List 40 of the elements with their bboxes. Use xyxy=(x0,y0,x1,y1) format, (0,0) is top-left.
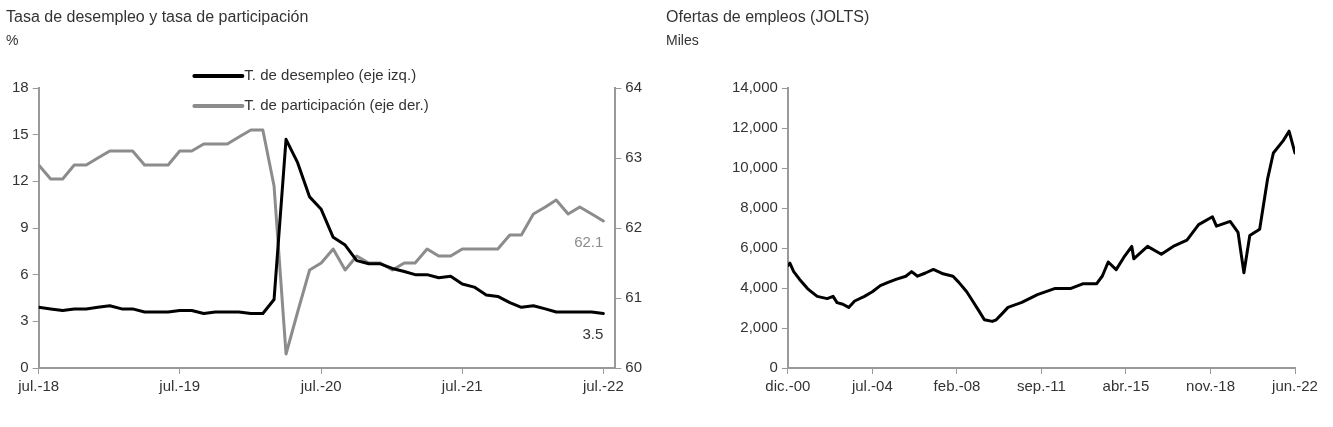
y-tick-label: 0 xyxy=(769,358,778,376)
y-tick-label: 14,000 xyxy=(731,78,778,96)
y-tick-label: 6,000 xyxy=(740,238,778,256)
y-axis-title: Miles xyxy=(666,32,699,48)
y-tick-label: 4,000 xyxy=(740,278,778,296)
y-tick-label: 12,000 xyxy=(731,118,778,136)
x-tick-label: sep.-11 xyxy=(1016,377,1066,395)
x-tick-label: jul.-19 xyxy=(158,377,201,395)
y-tick-label: 10,000 xyxy=(731,158,778,176)
y2-tick-label: 63 xyxy=(625,148,642,166)
legend-label: T. de desempleo (eje izq.) xyxy=(244,66,417,84)
x-tick-label: nov.-18 xyxy=(1186,377,1235,395)
x-tick-label: feb.-08 xyxy=(933,377,981,395)
x-tick-label: jul.-18 xyxy=(17,377,60,395)
y-tick-label: 9 xyxy=(20,218,29,236)
y-tick-label: 18 xyxy=(12,78,29,96)
x-tick-label: jul.-04 xyxy=(850,377,893,395)
y-tick-label: 3 xyxy=(20,311,29,329)
y-tick-label: 15 xyxy=(12,124,29,142)
chart-title: Ofertas de empleos (JOLTS) xyxy=(666,8,870,26)
y2-tick-label: 64 xyxy=(625,78,642,96)
y-tick-label: 12 xyxy=(12,171,29,189)
x-tick-label: jul.-21 xyxy=(440,377,483,395)
y2-tick-label: 61 xyxy=(625,288,642,306)
legend-label: T. de participación (eje der.) xyxy=(244,96,429,114)
x-tick-label: abr.-15 xyxy=(1102,377,1150,395)
x-tick-label: jul.-20 xyxy=(299,377,342,395)
x-tick-label: jun.-22 xyxy=(1271,377,1318,395)
y2-tick-label: 60 xyxy=(625,358,642,376)
y-tick-label: 8,000 xyxy=(740,198,778,216)
y-tick-label: 0 xyxy=(20,358,29,376)
chart-title: Tasa de desempleo y tasa de participación xyxy=(6,8,309,26)
y-tick-label: 2,000 xyxy=(740,318,778,336)
annotation: 62.1 xyxy=(574,232,604,250)
x-tick-label: jul.-22 xyxy=(581,377,624,395)
x-tick-label: dic.-00 xyxy=(765,377,811,395)
y-tick-label: 6 xyxy=(20,264,29,282)
annotation: 3.5 xyxy=(582,325,604,343)
y-axis-title: % xyxy=(6,32,19,48)
y2-tick-label: 62 xyxy=(625,218,642,236)
